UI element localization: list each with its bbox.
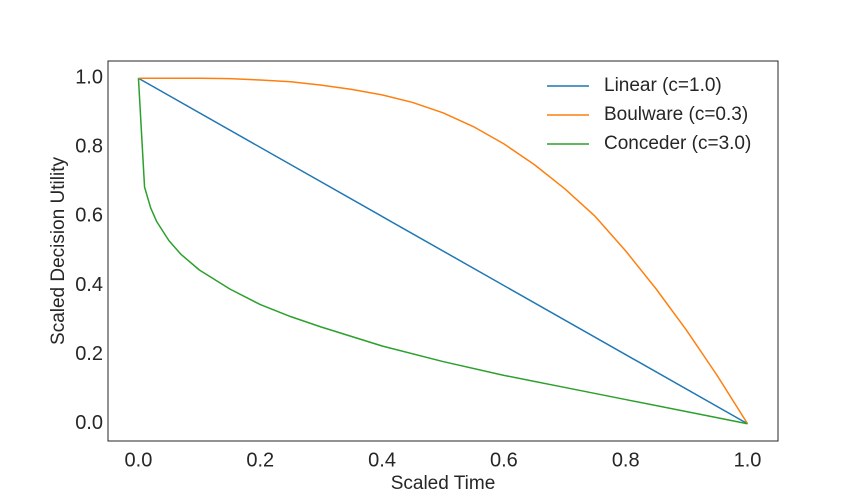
y-tick-label: 0.0 <box>75 412 103 434</box>
series-layer <box>137 77 749 425</box>
series-line-0 <box>138 77 748 425</box>
x-tick-label: 0.6 <box>490 449 518 471</box>
y-tick-label: 0.6 <box>75 205 103 227</box>
x-axis-label: Scaled Time <box>391 473 496 494</box>
series-line-2 <box>137 78 748 425</box>
legend-label-1: Boulware (c=0.3) <box>604 104 748 125</box>
x-tick-label: 0.8 <box>612 449 640 471</box>
y-tick-label: 0.8 <box>75 136 103 158</box>
x-tick-label: 0.2 <box>246 449 274 471</box>
y-axis-label: Scaled Decision Utility <box>48 157 69 345</box>
x-tick-label: 1.0 <box>734 449 762 471</box>
x-tick-label: 0.0 <box>125 449 153 471</box>
legend-label-0: Linear (c=1.0) <box>604 75 722 96</box>
x-tick-label: 0.4 <box>368 449 396 471</box>
series-line-1 <box>138 77 749 425</box>
x-tick-labels: 0.0 0.2 0.4 0.6 0.8 1.0 <box>125 449 762 471</box>
plot-frame <box>107 60 779 442</box>
legend: Linear (c=1.0) Boulware (c=0.3) Conceder (… <box>547 75 751 154</box>
y-tick-label: 1.0 <box>75 67 103 89</box>
y-tick-label: 0.2 <box>75 343 103 365</box>
y-tick-label: 0.4 <box>75 274 103 296</box>
y-tick-labels: 0.0 0.2 0.4 0.6 0.8 1.0 <box>75 67 103 434</box>
legend-label-2: Conceder (c=3.0) <box>604 133 751 154</box>
